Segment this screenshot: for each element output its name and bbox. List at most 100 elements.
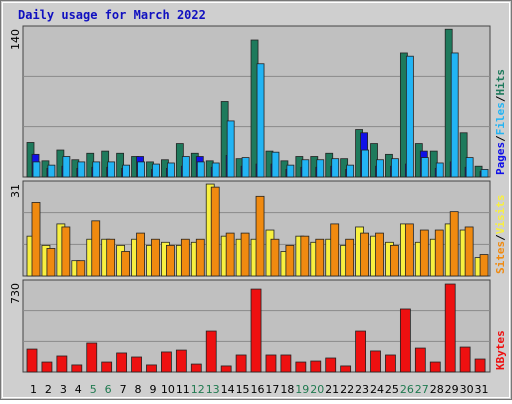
bar — [61, 226, 71, 277]
bar — [465, 157, 474, 178]
bar — [210, 186, 220, 277]
bar — [444, 283, 456, 373]
bar — [399, 308, 411, 373]
bar — [420, 157, 429, 178]
frame-inner — [2, 2, 510, 398]
x-tick-label: 6 — [105, 383, 112, 396]
y-tick-label: 31 — [9, 184, 22, 198]
x-tick-label: 19 — [295, 383, 309, 396]
bar — [370, 350, 381, 373]
bar — [146, 364, 157, 373]
bar — [361, 149, 369, 178]
legend-entry: Hits — [494, 69, 507, 96]
bar — [241, 157, 250, 178]
x-tick-label: 22 — [340, 383, 354, 396]
bar — [92, 161, 101, 178]
x-tick-label: 9 — [149, 383, 156, 396]
bar — [167, 162, 175, 178]
bar — [122, 164, 131, 178]
bar — [315, 238, 325, 277]
bar — [479, 254, 489, 277]
x-tick-label: 31 — [475, 383, 489, 396]
bar — [152, 163, 160, 178]
x-tick-label: 12 — [191, 383, 205, 396]
bar — [136, 232, 145, 277]
legend-entry: KBytes — [494, 330, 507, 370]
x-tick-label: 10 — [161, 383, 175, 396]
x-tick-label: 20 — [310, 383, 324, 396]
bar — [250, 288, 262, 373]
x-tick-label: 16 — [251, 383, 265, 396]
x-tick-label: 3 — [60, 383, 67, 396]
bar — [340, 365, 352, 373]
bar — [46, 248, 56, 277]
bar — [285, 244, 295, 277]
bar — [404, 223, 414, 277]
bar — [196, 161, 205, 178]
bar — [301, 159, 310, 178]
bar — [286, 164, 295, 178]
bar — [76, 260, 86, 277]
bar — [181, 156, 190, 178]
x-tick-label: 8 — [135, 383, 142, 396]
bar — [391, 158, 399, 178]
bar — [405, 55, 414, 178]
x-tick-label: 30 — [460, 383, 474, 396]
bar — [450, 52, 459, 178]
x-tick-label: 29 — [445, 383, 459, 396]
x-tick-label: 4 — [75, 383, 82, 396]
bar — [345, 238, 355, 277]
x-tick-label: 21 — [325, 383, 339, 396]
bar — [225, 232, 235, 277]
bar — [414, 347, 426, 373]
legend: Sites/Visits — [494, 195, 507, 275]
bar — [270, 238, 280, 277]
x-tick-label: 27 — [415, 383, 429, 396]
bar — [355, 330, 366, 373]
bar — [256, 63, 265, 178]
bar — [62, 156, 71, 178]
bar — [31, 202, 41, 277]
legend: KBytes — [494, 330, 507, 370]
bar — [480, 169, 489, 178]
bar — [91, 220, 101, 277]
x-tick-label: 18 — [280, 383, 294, 396]
bar — [166, 244, 175, 277]
bar — [86, 342, 98, 373]
bar — [137, 161, 145, 178]
bar — [435, 162, 444, 178]
bar — [235, 354, 247, 373]
y-tick-label: 140 — [9, 29, 22, 50]
bar — [56, 355, 68, 373]
bar — [331, 158, 340, 178]
bar — [271, 151, 280, 178]
bar — [47, 164, 56, 178]
x-tick-label: 11 — [176, 383, 190, 396]
bar — [280, 354, 292, 373]
bar — [26, 348, 38, 373]
legend-separator: / — [494, 234, 507, 241]
x-tick-label: 7 — [120, 383, 127, 396]
bar — [180, 238, 190, 277]
legend: Pages/Files/Hits — [494, 69, 507, 175]
x-tick-label: 25 — [385, 383, 399, 396]
bar — [300, 235, 310, 277]
x-tick-label: 5 — [90, 383, 97, 396]
bar — [190, 363, 202, 373]
bar — [360, 232, 369, 277]
bar — [419, 229, 429, 277]
legend-separator: / — [494, 135, 507, 142]
bar — [77, 161, 86, 178]
x-tick-label: 1 — [30, 383, 37, 396]
bar — [131, 356, 142, 373]
x-tick-label: 26 — [400, 383, 414, 396]
x-tick-label: 15 — [236, 383, 250, 396]
x-tick-label: 2 — [45, 383, 52, 396]
bar — [434, 229, 444, 277]
bar — [175, 349, 187, 373]
bar — [71, 364, 83, 373]
bar — [240, 232, 250, 277]
bar — [226, 120, 235, 178]
bar — [107, 161, 116, 178]
